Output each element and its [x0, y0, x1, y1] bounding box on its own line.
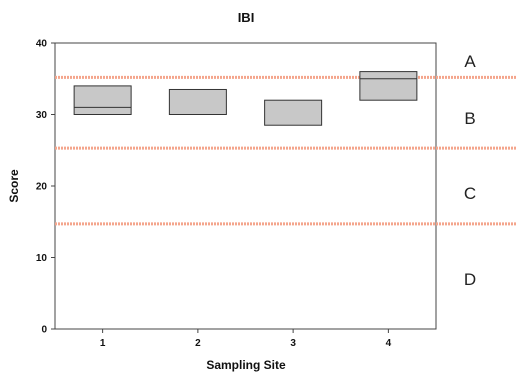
- x-tick-label-3: 3: [290, 338, 296, 349]
- y-axis-title: Score: [7, 169, 21, 203]
- y-tick-label-10: 10: [36, 253, 48, 264]
- y-tick-label-20: 20: [36, 182, 48, 193]
- box-site-4: [359, 71, 418, 101]
- x-tick-label-4: 4: [386, 338, 392, 349]
- y-tick-label-40: 40: [36, 39, 48, 50]
- box-site-3: [264, 99, 323, 126]
- y-tick-label-0: 0: [41, 325, 47, 336]
- x-tick-label-2: 2: [195, 338, 201, 349]
- y-axis-ticks: 0 10 20 30 40: [36, 39, 55, 336]
- threshold-lines: [55, 75, 517, 226]
- zone-label-B: B: [464, 109, 475, 128]
- zone-label-A: A: [464, 52, 476, 71]
- x-axis-title: Sampling Site: [206, 358, 286, 372]
- x-axis-ticks: 1 2 3 4: [100, 329, 392, 349]
- boxes: [73, 71, 418, 126]
- box-site-1: [73, 85, 132, 116]
- box-site-2: [168, 88, 227, 115]
- x-tick-label-1: 1: [100, 338, 106, 349]
- zone-labels: A B C D: [464, 52, 476, 289]
- y-tick-label-30: 30: [36, 110, 48, 121]
- zone-label-C: C: [464, 184, 476, 203]
- chart-title: IBI: [238, 10, 255, 25]
- zone-label-D: D: [464, 270, 476, 289]
